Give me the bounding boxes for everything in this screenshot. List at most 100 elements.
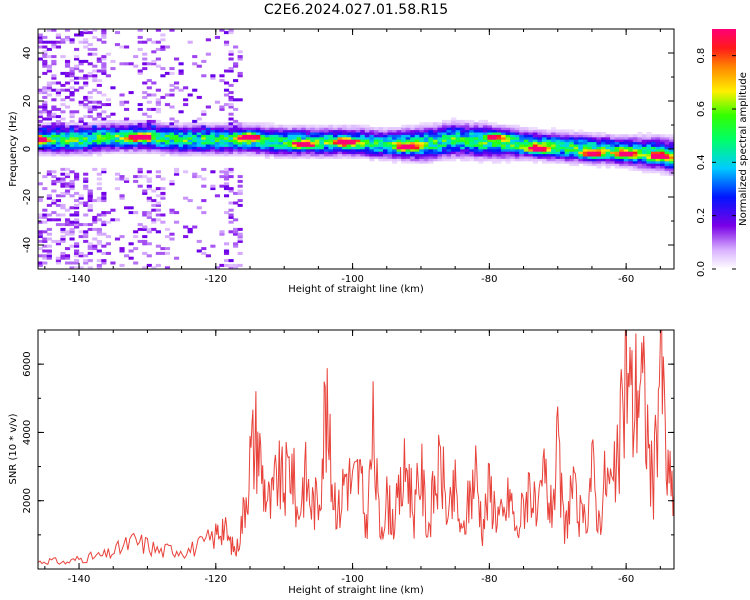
heat-cell [119, 143, 125, 147]
heat-cell [491, 153, 498, 157]
heat-cell [273, 131, 280, 135]
heat-cell [387, 141, 393, 145]
heat-cell [151, 266, 157, 269]
heat-cell [478, 136, 484, 140]
heat-cell [169, 134, 175, 138]
heat-cell [264, 124, 270, 128]
heat-cell [74, 249, 80, 253]
heat-cell [214, 129, 221, 133]
heat-cell [587, 160, 593, 164]
heat-cell [101, 131, 107, 135]
heat-cell [64, 151, 71, 155]
heat-cell [78, 86, 84, 90]
heat-cell [582, 141, 588, 145]
heat-cell [355, 146, 361, 150]
heat-cell [142, 189, 148, 193]
heat-cell [473, 143, 479, 147]
heat-cell [650, 153, 657, 157]
heat-cell [64, 122, 71, 126]
heat-cell [287, 143, 293, 147]
heat-cell [173, 167, 180, 171]
heat-cell [60, 110, 66, 114]
heat-cell [669, 136, 674, 140]
heat-cell [137, 119, 143, 123]
heat-cell [569, 146, 575, 150]
heat-cell [237, 235, 243, 239]
heat-cell [205, 134, 211, 138]
heat-cell [64, 218, 71, 222]
heat-cell [264, 139, 270, 143]
figure-title: C2E6.2024.027.01.58.R15 [264, 2, 448, 18]
heat-cell [183, 143, 189, 147]
heat-cell [301, 141, 307, 145]
heat-cell [455, 129, 461, 133]
heat-cell [78, 69, 84, 73]
heat-cell [69, 119, 75, 123]
heat-cell [346, 129, 352, 133]
heat-cell [160, 127, 166, 131]
heat-cell [192, 172, 198, 176]
heat-cell [196, 249, 202, 253]
heat-cell [628, 146, 634, 150]
heat-cell [133, 235, 139, 239]
heat-cell [283, 146, 289, 150]
heat-cell [55, 35, 62, 39]
heat-cell [510, 158, 516, 162]
heat-cell [237, 191, 243, 195]
heat-cell [551, 148, 557, 152]
heat-cell [69, 227, 75, 231]
heat-cell [83, 232, 89, 236]
heat-cell [228, 91, 234, 95]
heat-cell [169, 93, 175, 97]
heat-cell [192, 139, 198, 143]
heat-cell [555, 143, 561, 147]
heat-cell [269, 151, 275, 155]
heat-cell [464, 148, 470, 152]
heat-cell [337, 155, 343, 159]
heat-cell [38, 91, 43, 95]
heat-cell [332, 141, 339, 145]
heat-cell [482, 148, 489, 152]
heat-cell [114, 129, 121, 133]
heat-cell [423, 158, 429, 162]
heat-cell [210, 151, 216, 155]
heat-cell [669, 172, 674, 176]
heat-cell [110, 67, 116, 71]
heat-cell [114, 187, 121, 191]
heat-cell [233, 64, 239, 68]
heat-cell [355, 155, 361, 159]
heat-cell [296, 143, 302, 147]
heat-cell [196, 146, 202, 150]
heat-cell [69, 71, 75, 75]
heat-cell [228, 129, 234, 133]
heat-cell [310, 151, 316, 155]
heat-cell [382, 151, 389, 155]
heat-cell [496, 141, 502, 145]
heat-cell [632, 141, 638, 145]
heat-cell [96, 199, 102, 203]
heat-cell [201, 177, 207, 181]
heat-cell [473, 141, 479, 145]
heat-cell [46, 122, 52, 126]
heat-cell [83, 177, 89, 181]
heat-cell [510, 146, 516, 150]
heat-cell [496, 146, 502, 150]
heat-cell [423, 134, 429, 138]
heat-cell [146, 151, 152, 155]
heat-cell [641, 155, 648, 159]
heat-cell [87, 124, 93, 128]
heat-cell [351, 153, 357, 157]
heat-cell [155, 136, 161, 140]
heat-cell [369, 143, 375, 147]
heat-cell [105, 220, 111, 224]
heat-cell [523, 139, 529, 143]
heat-cell [124, 62, 130, 66]
heat-cell [64, 38, 71, 42]
heat-cell [210, 187, 216, 191]
heat-cell [523, 127, 529, 131]
heat-cell [264, 146, 270, 150]
heat-cell [223, 172, 230, 176]
heat-cell [228, 266, 234, 269]
heat-cell [133, 148, 139, 152]
